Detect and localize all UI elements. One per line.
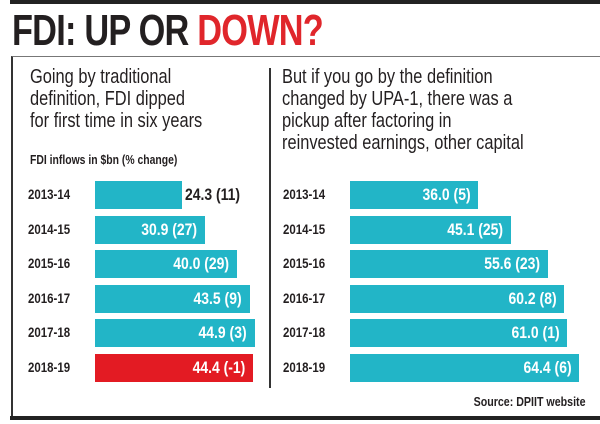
year-label: 2014-15 bbox=[28, 220, 71, 237]
data-label: 60.2 (8) bbox=[508, 288, 557, 308]
data-label: 30.9 (27) bbox=[141, 219, 198, 239]
bar bbox=[95, 181, 182, 209]
top-rule bbox=[10, 0, 600, 4]
year-label: 2013-14 bbox=[283, 186, 326, 202]
bar bbox=[95, 319, 255, 347]
title-part-1: FDI: UP OR bbox=[12, 6, 198, 55]
data-label: 44.4 (-1) bbox=[192, 357, 246, 377]
year-label: 2018-19 bbox=[28, 358, 71, 375]
bar bbox=[95, 250, 238, 278]
data-label: 40.0 (29) bbox=[173, 254, 230, 273]
data-label: 44.9 (3) bbox=[198, 323, 247, 342]
year-label: 2016-17 bbox=[28, 289, 71, 306]
bottom-rule bbox=[10, 416, 600, 420]
year-label: 2017-18 bbox=[28, 324, 71, 340]
left-subtitle-line: Going by traditional bbox=[30, 66, 172, 88]
data-label: 36.0 (5) bbox=[422, 185, 471, 204]
right-subtitle-line: pickup after factoring in bbox=[282, 110, 452, 132]
chart-frame bbox=[11, 56, 600, 419]
bar bbox=[350, 181, 479, 209]
right-subtitle-line: changed by UPA-1, there was a bbox=[282, 88, 513, 110]
source-note: Source: DPIIT website bbox=[474, 394, 586, 409]
data-label: 61.0 (1) bbox=[511, 323, 560, 342]
bar bbox=[350, 284, 565, 313]
data-label: 24.3 (11) bbox=[184, 185, 240, 204]
year-label: 2014-15 bbox=[283, 220, 326, 237]
title-part-2: DOWN? bbox=[197, 6, 324, 55]
year-label: 2015-16 bbox=[28, 255, 71, 271]
right-subtitle-line: reinvested earnings, other capital bbox=[282, 132, 524, 154]
year-label: 2018-19 bbox=[283, 358, 326, 375]
left-subtitle-line: for first time in six years bbox=[30, 110, 203, 132]
bar bbox=[350, 250, 548, 278]
panel-divider bbox=[269, 68, 271, 388]
data-label: 43.5 (9) bbox=[193, 288, 242, 308]
left-subtitle-line: definition, FDI dipped bbox=[30, 88, 185, 110]
left-subtitle: Going by traditional definition, FDI dip… bbox=[30, 66, 202, 132]
year-label: 2017-18 bbox=[283, 324, 326, 340]
data-label: 55.6 (23) bbox=[484, 254, 540, 273]
year-label: 2015-16 bbox=[283, 255, 326, 271]
unit-label: FDI inflows in $bn (% change) bbox=[30, 152, 178, 167]
bar bbox=[95, 215, 205, 244]
right-subtitle-line: But if you go by the definition bbox=[282, 66, 493, 88]
bar bbox=[350, 215, 511, 244]
year-label: 2016-17 bbox=[283, 289, 326, 306]
data-label: 64.4 (6) bbox=[523, 357, 572, 377]
bar bbox=[95, 353, 254, 382]
page-title: FDI: UP OR DOWN? bbox=[12, 6, 324, 56]
bar bbox=[350, 319, 568, 347]
right-subtitle: But if you go by the definition changed … bbox=[282, 66, 524, 154]
bar bbox=[95, 284, 250, 313]
year-label: 2013-14 bbox=[28, 186, 71, 202]
bar bbox=[350, 353, 580, 382]
data-label: 45.1 (25) bbox=[446, 219, 503, 239]
